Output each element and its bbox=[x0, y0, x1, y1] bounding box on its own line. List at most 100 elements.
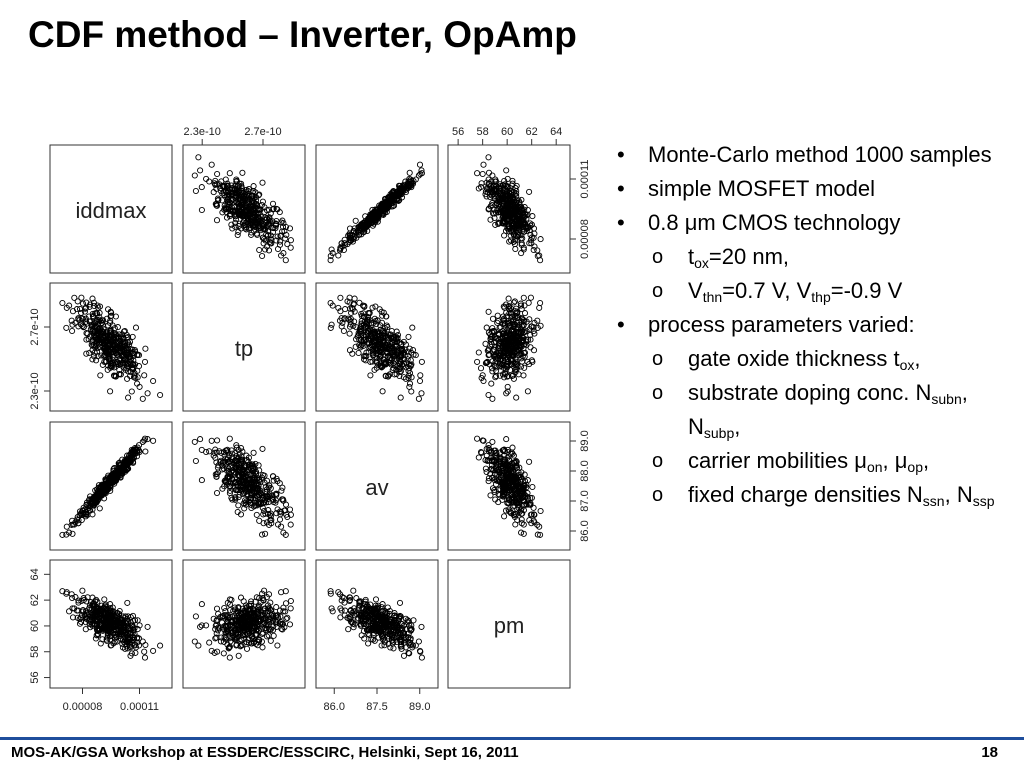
data-point bbox=[83, 299, 90, 306]
data-point bbox=[537, 236, 544, 243]
data-point bbox=[503, 195, 510, 202]
data-point bbox=[363, 222, 370, 229]
data-point bbox=[63, 304, 70, 311]
data-point bbox=[89, 338, 96, 345]
data-point bbox=[386, 371, 393, 378]
data-point bbox=[356, 231, 363, 238]
data-point bbox=[127, 345, 134, 353]
data-point bbox=[265, 220, 272, 228]
data-point bbox=[96, 343, 103, 350]
data-point bbox=[263, 207, 271, 214]
data-point bbox=[478, 180, 485, 187]
data-point bbox=[483, 185, 490, 192]
data-point bbox=[237, 212, 244, 219]
data-point bbox=[102, 344, 109, 351]
data-point bbox=[235, 228, 242, 235]
data-point bbox=[104, 334, 111, 341]
data-point bbox=[101, 358, 108, 365]
data-point bbox=[226, 199, 234, 206]
data-point bbox=[125, 394, 132, 401]
data-point bbox=[128, 388, 135, 395]
data-point bbox=[360, 353, 367, 360]
data-point bbox=[98, 352, 105, 359]
data-point bbox=[142, 345, 149, 352]
data-point bbox=[379, 211, 386, 218]
data-point bbox=[408, 184, 415, 191]
data-point bbox=[132, 324, 140, 331]
data-point bbox=[95, 304, 102, 311]
data-point bbox=[76, 316, 83, 323]
data-point bbox=[282, 235, 289, 242]
data-point bbox=[412, 352, 419, 359]
data-point bbox=[89, 342, 96, 349]
data-point bbox=[418, 390, 425, 397]
data-point bbox=[245, 192, 252, 199]
data-point bbox=[527, 231, 534, 238]
data-point bbox=[212, 177, 219, 184]
data-point bbox=[489, 200, 496, 207]
data-point bbox=[259, 179, 266, 186]
data-point bbox=[416, 161, 424, 168]
data-point bbox=[265, 216, 272, 223]
data-point bbox=[79, 300, 87, 307]
data-point bbox=[266, 238, 273, 245]
data-point bbox=[240, 211, 247, 218]
data-point bbox=[372, 303, 379, 310]
data-point bbox=[366, 326, 373, 333]
data-point bbox=[94, 353, 101, 360]
data-point bbox=[369, 346, 376, 353]
data-point bbox=[97, 372, 104, 379]
data-point bbox=[259, 252, 266, 260]
data-point bbox=[356, 299, 363, 306]
data-point bbox=[259, 234, 266, 241]
data-point bbox=[378, 346, 385, 354]
data-point bbox=[116, 371, 123, 378]
data-point bbox=[63, 324, 70, 331]
data-point bbox=[367, 358, 374, 365]
data-point bbox=[356, 328, 363, 335]
data-point bbox=[520, 228, 528, 235]
data-point bbox=[400, 356, 408, 363]
data-point bbox=[215, 197, 222, 204]
data-point bbox=[356, 336, 363, 343]
data-point bbox=[129, 333, 136, 340]
data-point bbox=[141, 372, 148, 379]
data-point bbox=[226, 170, 233, 177]
data-point bbox=[131, 372, 138, 379]
data-point bbox=[286, 225, 294, 232]
data-point bbox=[226, 213, 233, 220]
data-point bbox=[94, 310, 101, 317]
data-point bbox=[340, 327, 347, 335]
data-point bbox=[363, 353, 370, 360]
data-point bbox=[501, 188, 509, 195]
data-point bbox=[232, 213, 239, 220]
data-point bbox=[113, 361, 120, 368]
data-point bbox=[273, 205, 280, 212]
data-point bbox=[101, 352, 108, 359]
data-point bbox=[378, 319, 386, 326]
data-point bbox=[519, 210, 526, 217]
data-point bbox=[381, 201, 389, 209]
data-point bbox=[121, 347, 128, 354]
data-point bbox=[496, 181, 503, 188]
data-point bbox=[113, 358, 120, 365]
data-point bbox=[89, 356, 96, 363]
data-point bbox=[243, 204, 250, 211]
data-point bbox=[417, 372, 424, 379]
data-point bbox=[69, 308, 77, 315]
data-point bbox=[78, 294, 85, 301]
data-point bbox=[83, 318, 90, 325]
data-point bbox=[213, 181, 220, 188]
data-point bbox=[394, 195, 401, 202]
data-point bbox=[393, 328, 400, 335]
data-point bbox=[128, 365, 135, 372]
data-point bbox=[418, 167, 425, 174]
data-point bbox=[261, 221, 268, 228]
data-point bbox=[277, 238, 284, 245]
data-point bbox=[371, 366, 378, 373]
data-point bbox=[224, 200, 231, 207]
data-point bbox=[355, 228, 362, 235]
data-point bbox=[114, 324, 121, 331]
data-point bbox=[510, 194, 517, 201]
data-point bbox=[376, 206, 383, 213]
